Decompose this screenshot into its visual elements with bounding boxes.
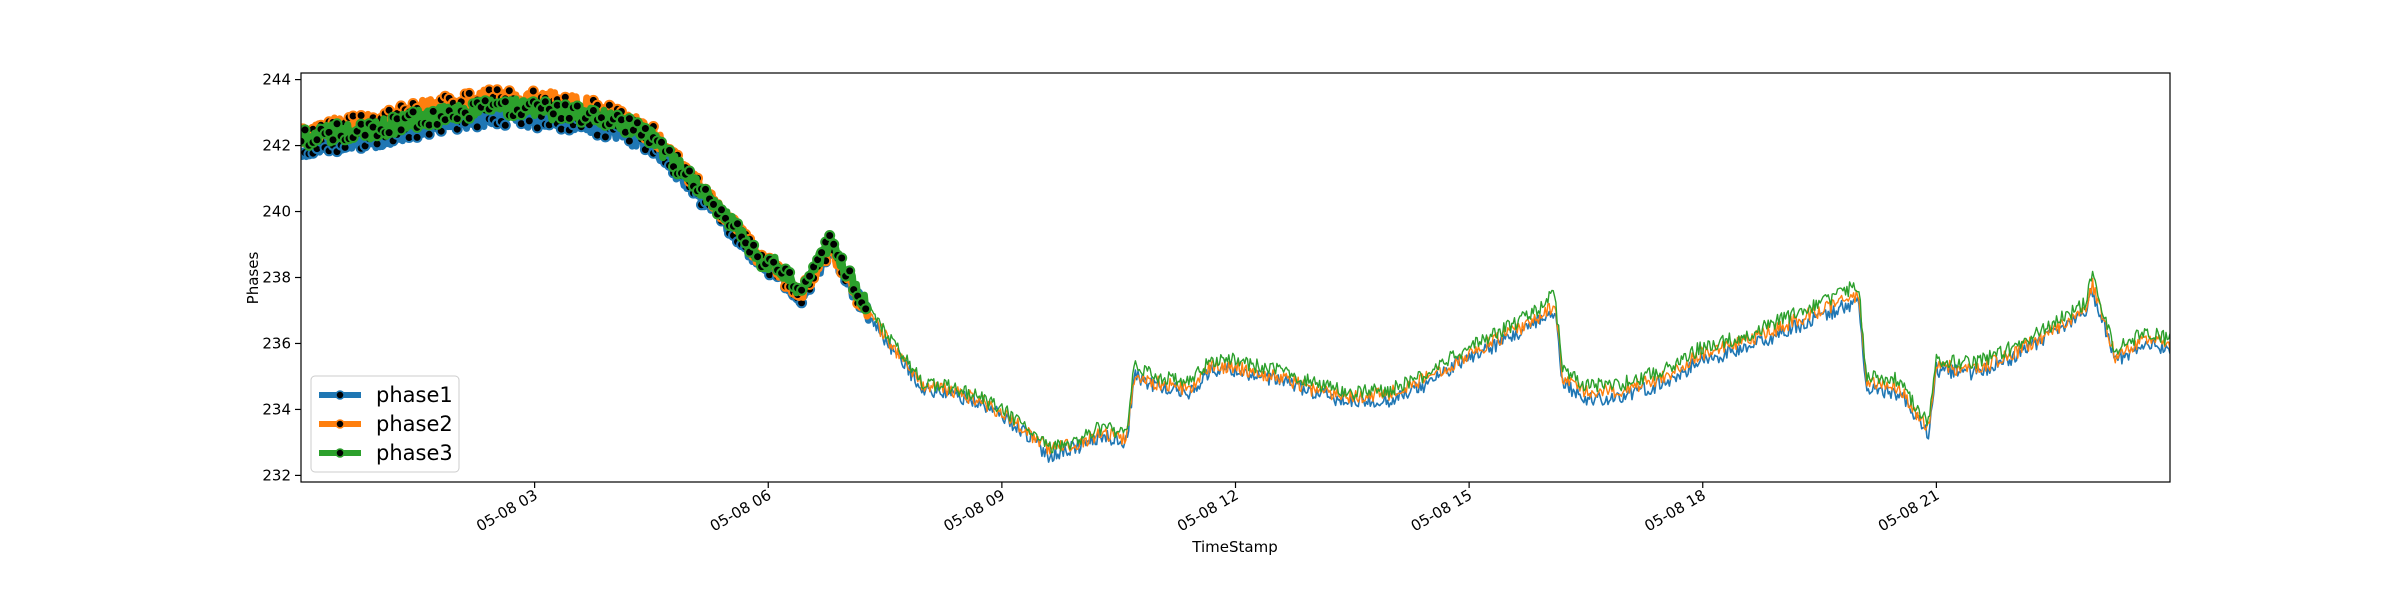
legend-box	[310, 375, 460, 473]
legend-label-phase1: phase1	[376, 383, 453, 407]
marker-point	[708, 198, 719, 210]
marker-point	[623, 135, 635, 147]
marker-point	[700, 183, 711, 195]
y-tick-label: 232	[262, 466, 291, 484]
x-tick-label: 05-08 21	[1875, 486, 1942, 535]
marker-point	[716, 204, 727, 216]
y-tick-label: 242	[262, 137, 291, 155]
marker-point	[860, 303, 872, 315]
plot-area	[301, 73, 2170, 482]
marker-point	[547, 108, 559, 120]
marker-point	[383, 127, 395, 139]
series-markers-phase3	[301, 95, 872, 315]
marker-point	[816, 247, 828, 259]
marker-point	[571, 100, 583, 112]
y-axis: 232 234 236 238 240 242 244	[262, 71, 301, 484]
x-tick-label: 05-08 03	[473, 486, 540, 535]
marker-point	[463, 87, 475, 99]
marker-point	[407, 106, 419, 118]
marker-point	[836, 252, 848, 264]
marker-point	[499, 96, 511, 108]
marker-point	[748, 239, 760, 251]
marker-point	[471, 121, 483, 133]
marker-point	[732, 218, 743, 230]
marker-point	[311, 134, 323, 146]
y-tick-label: 244	[262, 71, 291, 89]
marker-point	[784, 267, 796, 278]
marker-point	[463, 112, 475, 124]
marker-point	[411, 131, 423, 143]
legend-marker-phase2	[335, 419, 345, 429]
legend: phase1 phase2 phase3	[310, 375, 460, 473]
x-tick-label: 05-08 06	[707, 486, 774, 535]
x-tick-label: 05-08 09	[940, 486, 1007, 535]
legend-label-phase3: phase3	[376, 441, 453, 465]
marker-point	[395, 124, 407, 136]
y-tick-label: 240	[262, 203, 291, 221]
marker-point	[499, 119, 511, 131]
x-tick-label: 05-08 12	[1174, 486, 1241, 535]
marker-point	[563, 112, 575, 124]
legend-label-phase2: phase2	[376, 412, 453, 436]
legend-marker-phase3	[335, 448, 345, 458]
marker-point	[824, 230, 836, 241]
marker-point	[523, 115, 535, 127]
marker-point	[656, 136, 667, 148]
marker-point	[427, 105, 439, 117]
marker-point	[331, 118, 343, 130]
marker-point	[752, 251, 764, 263]
legend-marker-phase1	[335, 390, 345, 400]
marker-point	[664, 144, 675, 156]
series-layer	[301, 84, 2170, 463]
marker-point	[639, 123, 651, 134]
marker-point	[423, 128, 435, 140]
marker-point	[844, 265, 856, 277]
marker-point	[828, 238, 840, 250]
marker-point	[355, 110, 367, 121]
marker-point	[796, 284, 808, 296]
marker-point	[301, 124, 311, 136]
y-axis-label: Phases	[244, 252, 262, 305]
marker-point	[587, 105, 599, 116]
marker-point	[359, 129, 371, 141]
x-axis-label: TimeStamp	[1191, 538, 1277, 556]
marker-point	[631, 117, 643, 129]
y-tick-label: 236	[262, 334, 291, 352]
y-tick-label: 234	[262, 400, 291, 418]
y-tick-label: 238	[262, 269, 291, 287]
x-tick-label: 05-08 18	[1641, 486, 1708, 535]
marker-point	[804, 270, 816, 282]
marker-point	[527, 85, 539, 97]
x-axis: 05-08 03 05-08 06 05-08 09 05-08 12 05-08 15…	[473, 482, 1942, 535]
marker-point	[684, 165, 695, 177]
x-tick-label: 05-08 15	[1408, 486, 1475, 535]
